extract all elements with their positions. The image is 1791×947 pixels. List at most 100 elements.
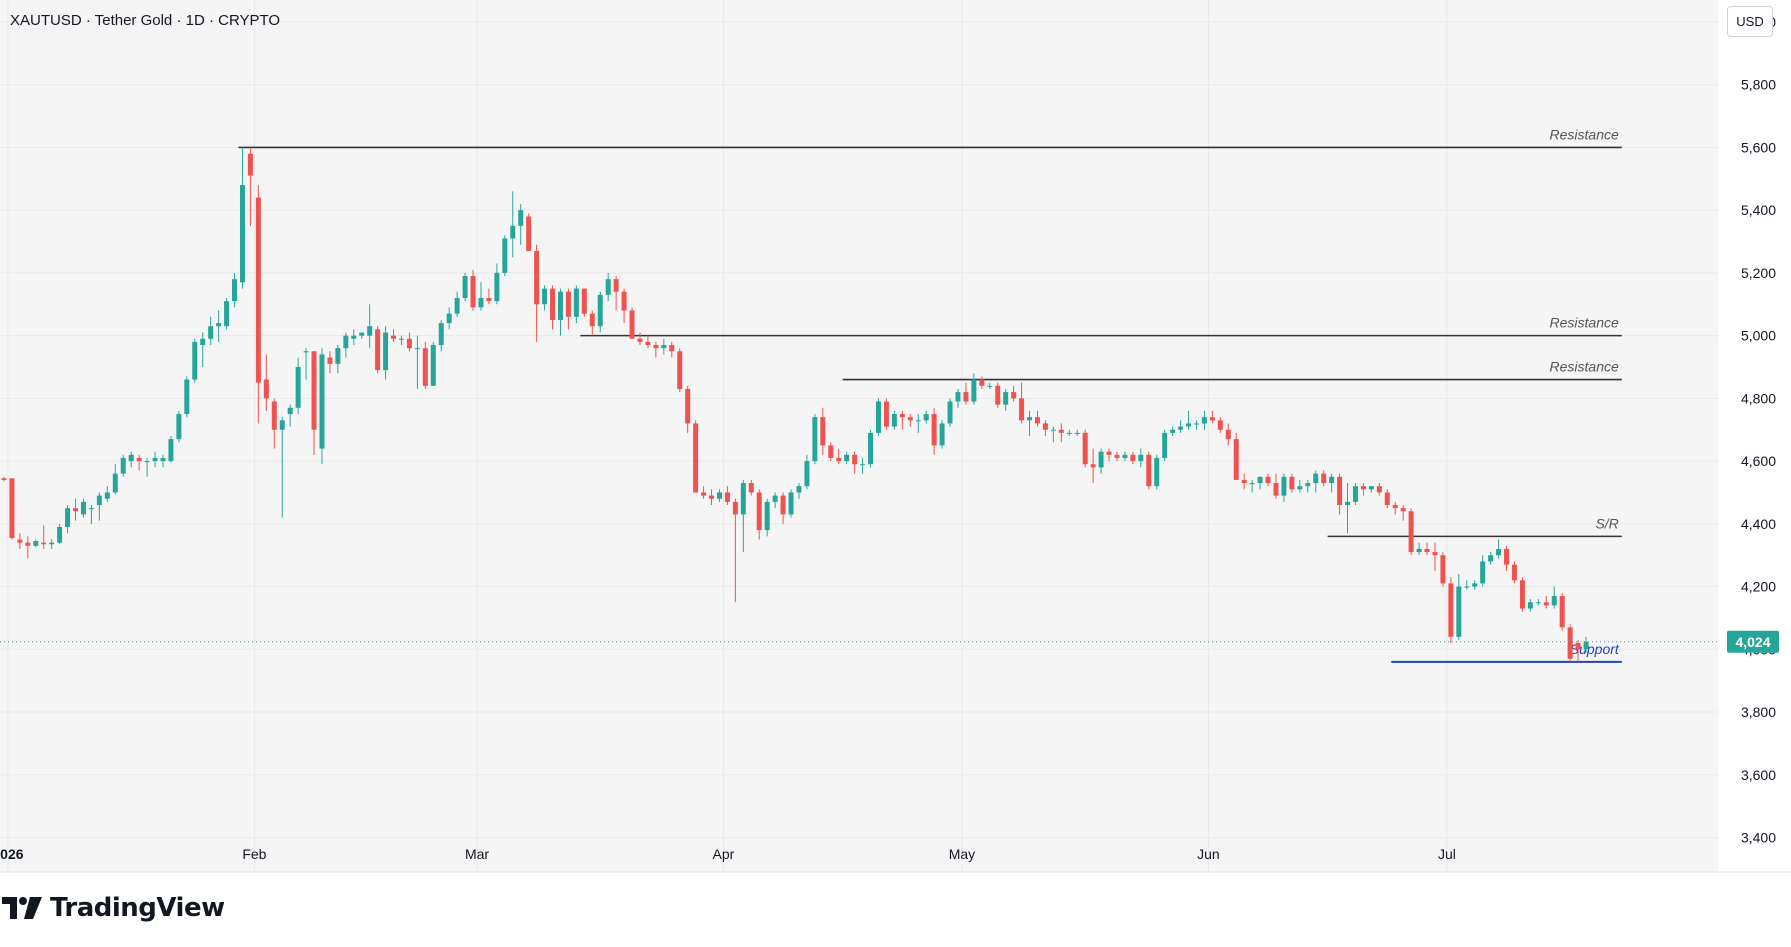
- time-tick-label[interactable]: May: [949, 846, 975, 862]
- candle[interactable]: [1480, 555, 1486, 587]
- candle[interactable]: [732, 498, 738, 603]
- candle[interactable]: [1201, 410, 1207, 430]
- candle[interactable]: [351, 329, 357, 346]
- candle[interactable]: [1074, 429, 1080, 436]
- candle[interactable]: [1376, 483, 1382, 496]
- candle[interactable]: [931, 407, 937, 455]
- candle[interactable]: [1178, 420, 1184, 433]
- candle[interactable]: [605, 272, 611, 302]
- candle[interactable]: [1352, 483, 1358, 506]
- candle[interactable]: [1138, 448, 1144, 468]
- tradingview-logo[interactable]: TradingView: [2, 893, 225, 923]
- candle[interactable]: [152, 451, 158, 468]
- candle[interactable]: [279, 417, 285, 518]
- candle[interactable]: [1082, 429, 1088, 468]
- candle[interactable]: [939, 420, 945, 449]
- candle[interactable]: [136, 454, 142, 471]
- candle[interactable]: [971, 373, 977, 405]
- candle[interactable]: [987, 382, 993, 389]
- candle[interactable]: [1360, 483, 1366, 496]
- candle[interactable]: [1567, 624, 1573, 662]
- candle[interactable]: [1106, 448, 1112, 462]
- candle[interactable]: [550, 285, 556, 330]
- candle[interactable]: [891, 410, 897, 430]
- candle[interactable]: [406, 332, 412, 352]
- candle[interactable]: [184, 376, 190, 418]
- candle[interactable]: [319, 348, 325, 465]
- candle[interactable]: [1003, 388, 1009, 411]
- candle[interactable]: [1257, 476, 1263, 490]
- candle[interactable]: [1170, 426, 1176, 436]
- candle[interactable]: [1281, 473, 1287, 502]
- time-axis-labels[interactable]: 2026 Feb Mar Apr May Jun Jul: [0, 846, 1456, 862]
- candle[interactable]: [96, 492, 102, 521]
- candle[interactable]: [1329, 473, 1335, 493]
- candle[interactable]: [49, 539, 55, 549]
- candle[interactable]: [573, 285, 579, 324]
- time-tick-label[interactable]: Mar: [465, 846, 489, 862]
- candle[interactable]: [1575, 639, 1581, 662]
- candle[interactable]: [868, 429, 874, 468]
- candle[interactable]: [1066, 429, 1072, 436]
- candle[interactable]: [263, 354, 269, 411]
- candle[interactable]: [80, 498, 86, 518]
- candle[interactable]: [454, 291, 460, 317]
- candle[interactable]: [1162, 429, 1168, 462]
- candle[interactable]: [820, 407, 826, 455]
- candle[interactable]: [73, 498, 79, 521]
- candle[interactable]: [1050, 426, 1056, 443]
- candle[interactable]: [271, 398, 277, 449]
- candle[interactable]: [1297, 479, 1303, 493]
- candle[interactable]: [65, 505, 71, 534]
- candle[interactable]: [653, 341, 659, 358]
- candle[interactable]: [701, 486, 707, 499]
- candle[interactable]: [295, 357, 301, 415]
- candle[interactable]: [1559, 592, 1565, 631]
- candle[interactable]: [518, 203, 524, 245]
- candle[interactable]: [788, 489, 794, 518]
- candle[interactable]: [104, 486, 110, 502]
- candle[interactable]: [852, 451, 858, 474]
- candlesticks[interactable]: [1, 147, 1589, 662]
- candle[interactable]: [907, 414, 913, 427]
- candle[interactable]: [565, 288, 571, 330]
- candle[interactable]: [1416, 542, 1422, 556]
- candle[interactable]: [740, 479, 746, 553]
- candle[interactable]: [247, 147, 253, 226]
- candle[interactable]: [1408, 508, 1414, 556]
- candle[interactable]: [9, 478, 15, 540]
- candle[interactable]: [1265, 473, 1271, 487]
- candle[interactable]: [1432, 542, 1438, 571]
- candle[interactable]: [200, 332, 206, 367]
- candle[interactable]: [486, 288, 492, 305]
- candle[interactable]: [1472, 580, 1478, 590]
- candle[interactable]: [1209, 410, 1215, 424]
- candle[interactable]: [462, 272, 468, 302]
- candle[interactable]: [1368, 486, 1374, 493]
- candle[interactable]: [192, 338, 198, 383]
- candle[interactable]: [335, 345, 341, 374]
- candle[interactable]: [883, 398, 889, 430]
- candle[interactable]: [613, 276, 619, 311]
- candle[interactable]: [112, 464, 118, 495]
- candle[interactable]: [709, 489, 715, 506]
- candle[interactable]: [669, 341, 675, 358]
- candle[interactable]: [1273, 473, 1279, 499]
- candle[interactable]: [1186, 410, 1192, 430]
- candle[interactable]: [915, 414, 921, 433]
- candle[interactable]: [1511, 561, 1517, 584]
- candle[interactable]: [160, 454, 166, 468]
- candle[interactable]: [1384, 489, 1390, 509]
- candle[interactable]: [1098, 448, 1104, 474]
- candle[interactable]: [542, 285, 548, 311]
- candle[interactable]: [1011, 385, 1017, 402]
- candle[interactable]: [1122, 451, 1128, 462]
- candle[interactable]: [748, 479, 754, 496]
- candle[interactable]: [1193, 420, 1199, 430]
- candle[interactable]: [693, 420, 699, 493]
- candle[interactable]: [1543, 595, 1549, 609]
- candle[interactable]: [327, 351, 333, 374]
- candle[interactable]: [1464, 580, 1470, 590]
- candle[interactable]: [629, 307, 635, 339]
- candle[interactable]: [955, 388, 961, 408]
